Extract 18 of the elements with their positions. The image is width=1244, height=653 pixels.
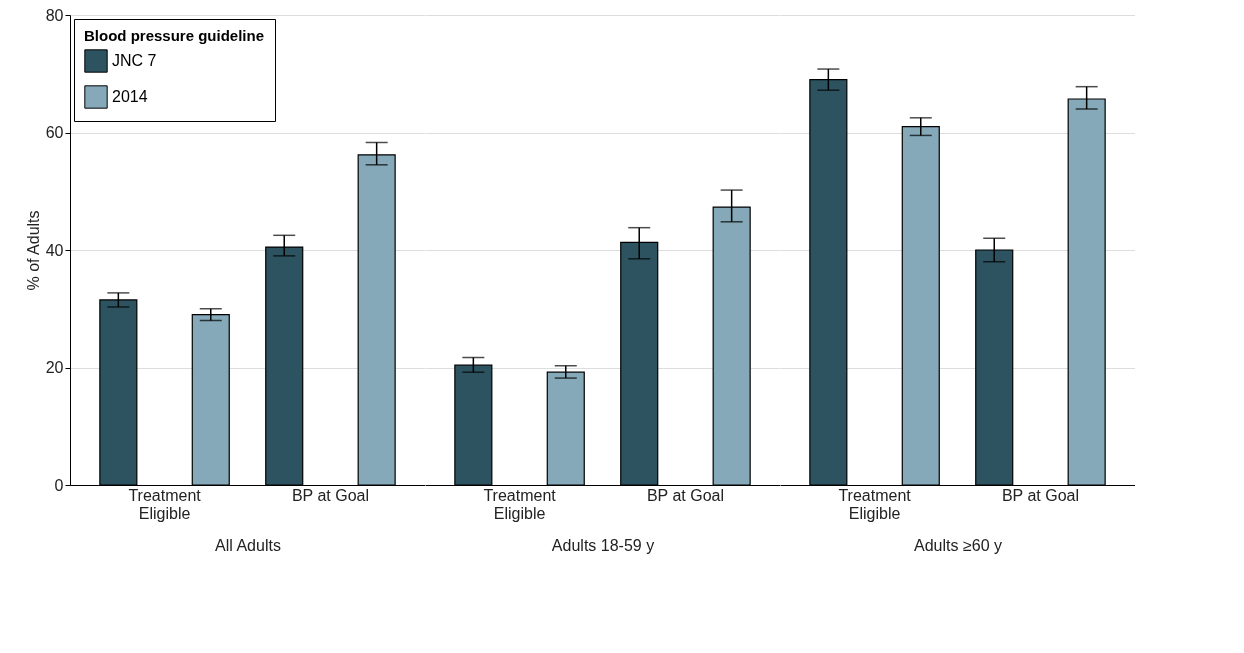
legend-label: JNC 7 [112,52,157,69]
y-tick-label: 0 [54,476,64,494]
y-axis-title: % of Adults [24,210,42,291]
legend-label: 2014 [112,88,148,105]
x-tick-label: Treatment Eligible [838,486,912,522]
legend-title: Blood pressure guideline [84,27,265,44]
x-tick-label: BP at Goal [646,486,724,504]
x-axis-title: Adults 18-59 y [551,536,655,554]
x-tick-label: Treatment Eligible [483,486,557,522]
x-tick-label: BP at Goal [1001,486,1079,504]
y-tick-label: 40 [45,241,64,259]
y-tick-label: 60 [45,124,64,141]
y-tick-label: 20 [45,359,64,376]
x-tick-label: Treatment Eligible [128,486,202,522]
y-tick-label: 80 [45,6,64,24]
x-tick-label: BP at Goal [291,486,369,504]
x-axis-title: Adults ≥60 y [914,536,1002,554]
x-axis-title: All Adults [215,536,281,554]
